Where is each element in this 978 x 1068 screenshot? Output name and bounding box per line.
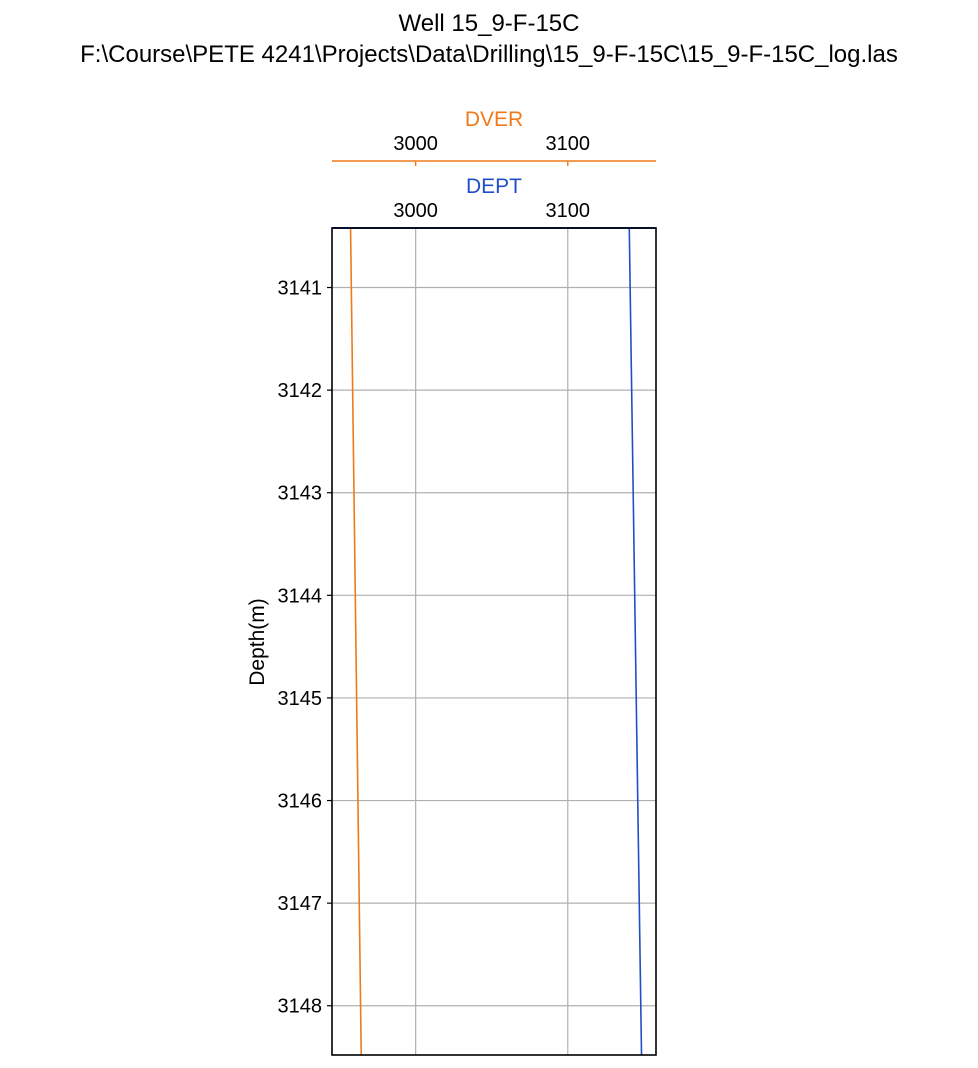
y-tick-label: 3141 bbox=[278, 278, 323, 300]
y-tick-label: 3147 bbox=[278, 893, 323, 915]
track-tick-label: 3100 bbox=[546, 133, 591, 155]
chart-title: Well 15_9-F-15C bbox=[399, 10, 580, 37]
track-tick-label: 3000 bbox=[393, 133, 438, 155]
curve-dver bbox=[349, 227, 363, 1056]
track-name-dver: DVER bbox=[465, 108, 523, 131]
y-axis-label: Depth(m) bbox=[246, 598, 269, 686]
chart-subtitle: F:\Course\PETE 4241\Projects\Data\Drilli… bbox=[80, 41, 898, 68]
track-name-dept: DEPT bbox=[466, 175, 522, 198]
y-tick-label: 3142 bbox=[278, 380, 323, 402]
track-tick-label: 3100 bbox=[546, 200, 591, 222]
y-tick-label: 3144 bbox=[278, 585, 323, 607]
y-tick-label: 3148 bbox=[278, 996, 323, 1018]
depth-axis: 3141 3142 3143 3144 3145 3146 3147 3148 bbox=[278, 278, 332, 1018]
y-tick-label: 3146 bbox=[278, 791, 323, 813]
plot-frame bbox=[331, 227, 657, 1056]
curve-dept bbox=[628, 227, 643, 1056]
track-tick-label: 3000 bbox=[393, 200, 438, 222]
gridlines bbox=[332, 228, 656, 1055]
y-tick-label: 3145 bbox=[278, 688, 323, 710]
y-tick-label: 3143 bbox=[278, 483, 323, 505]
curves bbox=[349, 227, 643, 1056]
top-axes: 3000 3100 DVER 3000 3100 DEPT bbox=[332, 108, 656, 229]
